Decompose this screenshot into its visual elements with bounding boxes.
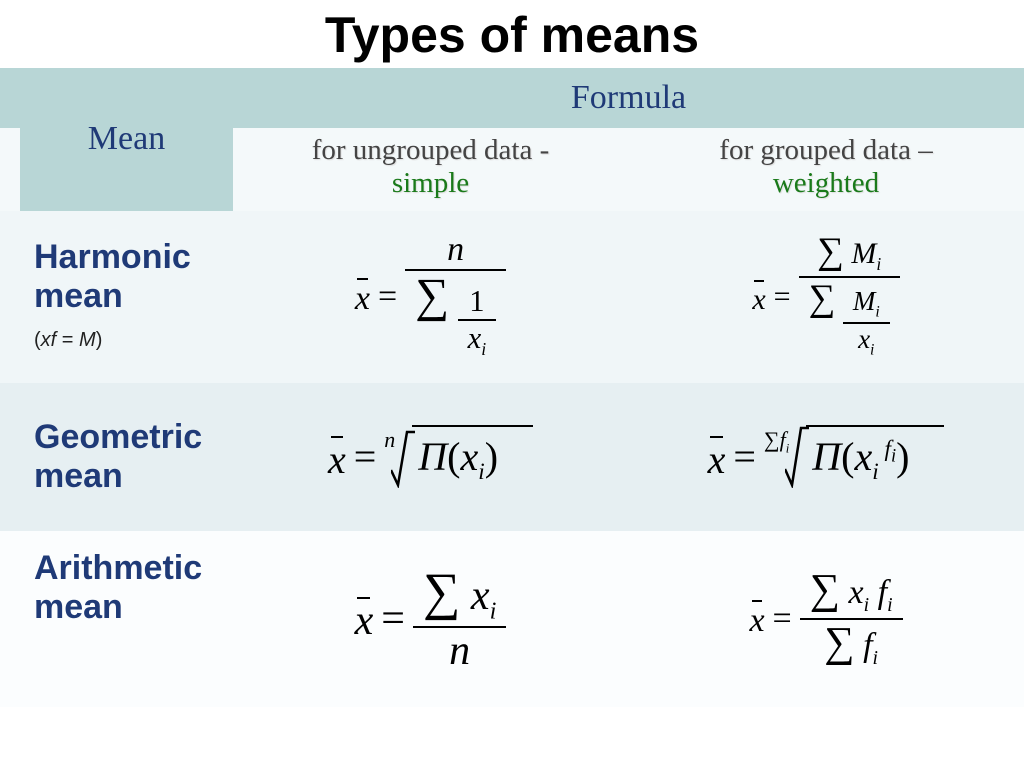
subheader-grouped: for grouped data – weighted (628, 128, 1024, 211)
page-title: Types of means (0, 0, 1024, 68)
mean-name-geometric: Geometric mean (20, 383, 233, 531)
table-row: Harmonic mean (xf = M) x = n ∑ 1 xi (0, 211, 1024, 383)
formula-arithmetic-simple: x = ∑ xi n (233, 531, 628, 707)
formula-harmonic-weighted: x = ∑ Mi ∑ Mi xi (628, 211, 1024, 383)
formula-arithmetic-weighted: x = ∑ xi fi ∑ fi (628, 531, 1024, 707)
mean-name-harmonic: Harmonic mean (xf = M) (20, 211, 233, 383)
mean-name-arithmetic: Arithmetic mean (20, 531, 233, 707)
table-row: Geometric mean x = n Π(xi) x = ∑fi (0, 383, 1024, 531)
formula-geometric-weighted: x = ∑fi Π(xi fi) (628, 383, 1024, 531)
table-header-row-1: Mean Formula (0, 68, 1024, 128)
table-row: Arithmetic mean x = ∑ xi n x = ∑ xi fi (0, 531, 1024, 707)
means-table: Mean Formula for ungrouped data - simple… (0, 68, 1024, 707)
subheader-ungrouped: for ungrouped data - simple (233, 128, 628, 211)
formula-geometric-simple: x = n Π(xi) (233, 383, 628, 531)
col-formula-header: Formula (233, 79, 1024, 117)
col-mean-header: Mean (20, 120, 233, 158)
formula-harmonic-simple: x = n ∑ 1 xi (233, 211, 628, 383)
